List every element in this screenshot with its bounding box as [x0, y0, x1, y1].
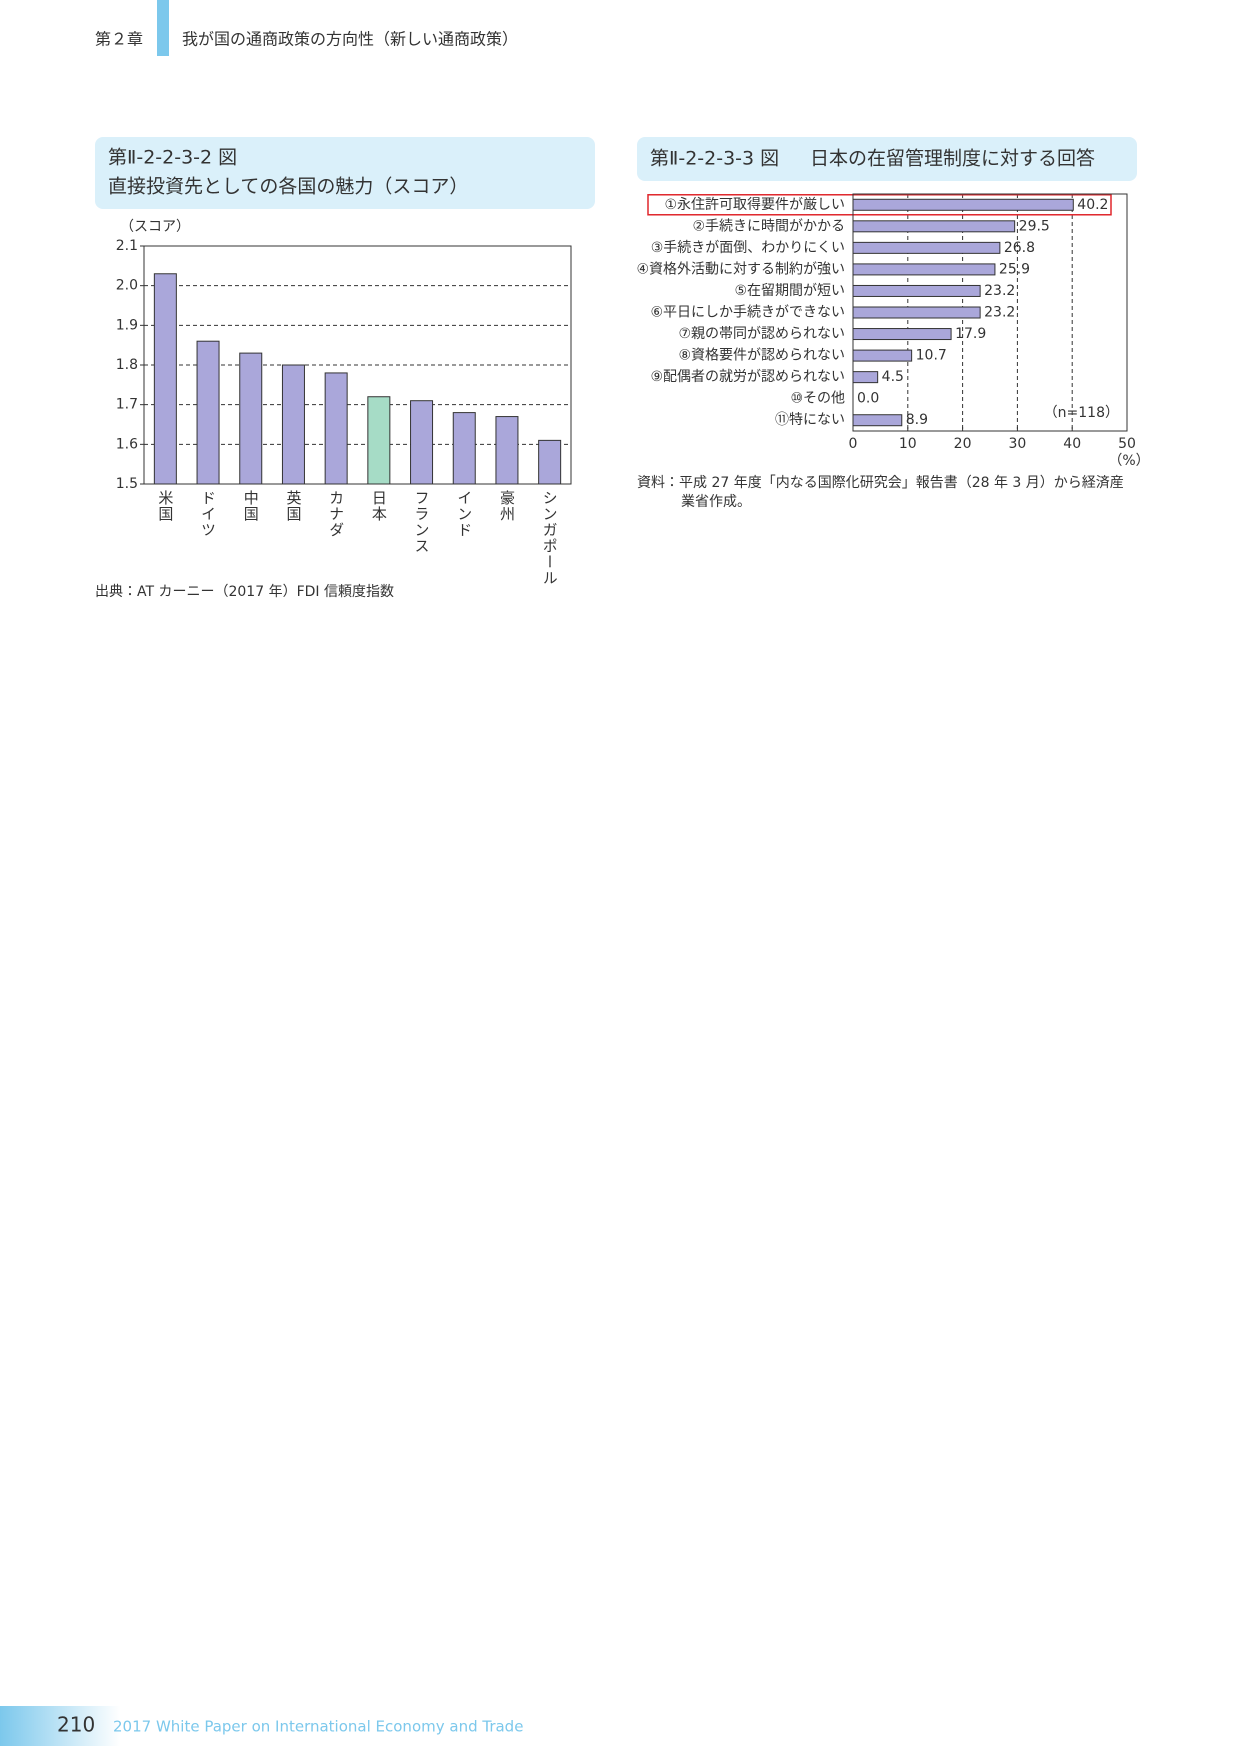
title-box	[637, 137, 1137, 181]
bar	[239, 352, 263, 485]
bar	[153, 273, 177, 485]
x-tick-label: 豪州	[498, 490, 516, 522]
y-tick-label: ⑨配偶者の就労が認められない	[650, 369, 845, 385]
bar	[324, 372, 348, 485]
header-title: 我が国の通商政策の方向性（新しい通商政策）	[182, 30, 518, 49]
x-tick-label: 0	[849, 436, 858, 452]
footer-text: 2017 White Paper on International Econom…	[113, 1718, 523, 1736]
value-label: 40.2	[1077, 197, 1108, 213]
annotation: （n=118）	[1044, 405, 1119, 421]
bar	[367, 396, 391, 485]
value-label: 25.9	[999, 261, 1030, 277]
value-label: 0.0	[857, 391, 879, 407]
x-tick-label: インド	[455, 490, 473, 538]
x-tick-label: 30	[1008, 436, 1026, 452]
y-tick-label: ⑪特にない	[775, 412, 845, 428]
x-tick-label: 日本	[370, 490, 388, 522]
x-tick-label: 50	[1118, 436, 1136, 452]
highlight-box	[647, 194, 1112, 216]
plot-frame	[143, 245, 572, 485]
bar	[852, 263, 996, 276]
bar	[410, 400, 434, 485]
source: 資料：平成 27 年度「内なる国際化研究会」報告書（28 年 3 月）から経済産…	[637, 475, 1124, 510]
bar	[852, 414, 903, 427]
bar	[538, 439, 562, 485]
y-tick-label: ④資格外活動に対する制約が強い	[636, 261, 845, 277]
bar	[452, 412, 476, 485]
y-tick-label: ⑧資格要件が認められない	[678, 348, 845, 364]
y-tick-label: 1.7	[116, 397, 138, 413]
x-tick-label: 20	[954, 436, 972, 452]
x-tick-label: 10	[899, 436, 917, 452]
value-label: 8.9	[906, 412, 928, 428]
figure-number: 第Ⅱ-2-2-3-3 図	[650, 148, 779, 170]
y-tick-label: 1.5	[116, 476, 138, 492]
source: 出典：AT カーニー（2017 年）FDI 信頼度指数	[95, 584, 394, 600]
x-tick-label: 中国	[242, 490, 260, 522]
x-tick-label: 米国	[156, 490, 174, 522]
bar	[852, 306, 981, 319]
value-label: 10.7	[916, 348, 947, 364]
y-tick-label: 2.0	[116, 278, 138, 294]
page-number: 210	[57, 1713, 95, 1737]
bar	[852, 349, 913, 362]
y-tick-label: ①永住許可取得要件が厳しい	[664, 196, 845, 213]
bar	[495, 416, 519, 485]
y-tick-label: ②手続きに時間がかかる	[692, 217, 845, 234]
bar	[281, 364, 305, 485]
bar	[852, 220, 1016, 233]
y-tick-label: 1.8	[116, 357, 138, 373]
value-label: 26.8	[1004, 240, 1035, 256]
y-tick-label: ⑥平日にしか手続きができない	[650, 304, 845, 321]
bar	[852, 198, 1074, 211]
value-label: 23.2	[984, 305, 1015, 321]
bar	[852, 371, 879, 384]
x-tick-label: 英国	[284, 489, 302, 522]
x-tick-label: シンガポール	[541, 490, 559, 586]
chart-title: 日本の在留管理制度に対する回答	[810, 148, 1095, 170]
x-tick-label: カナダ	[327, 490, 345, 538]
x-tick-label: ドイツ	[199, 490, 217, 538]
y-tick-label: ③手続きが面倒、わかりにくい	[651, 239, 845, 256]
y-label: （スコア）	[120, 219, 190, 235]
y-tick-label: 2.1	[116, 238, 138, 254]
x-unit: （%）	[1108, 453, 1149, 469]
x-tick-label: 40	[1063, 436, 1081, 452]
plot-frame	[852, 193, 1128, 432]
y-tick-label: 1.9	[116, 317, 138, 333]
chart-title: 直接投資先としての各国の魅力（スコア）	[108, 176, 468, 198]
y-tick-label: ⑦親の帯同が認められない	[678, 326, 845, 342]
header-bar	[157, 0, 169, 56]
value-label: 23.2	[984, 283, 1015, 299]
y-tick-label: ⑩その他	[790, 391, 845, 407]
figure-number: 第Ⅱ-2-2-3-2 図	[108, 147, 237, 169]
bar	[852, 241, 1001, 254]
value-label: 17.9	[955, 326, 986, 342]
bar	[852, 328, 952, 341]
value-label: 29.5	[1019, 218, 1050, 234]
y-tick-label: 1.6	[116, 436, 138, 452]
bar	[196, 340, 220, 485]
bar	[852, 284, 981, 297]
source-box: 資料：平成 27 年度「内なる国際化研究会」報告書（28 年 3 月）から経済産…	[637, 475, 1124, 510]
y-tick-label: ⑤在留期間が短い	[734, 283, 845, 299]
footer-band	[0, 1706, 120, 1746]
value-label: 4.5	[882, 369, 904, 385]
title-box	[95, 137, 595, 209]
x-tick-label: フランス	[413, 490, 431, 554]
chapter: 第２章	[95, 30, 143, 49]
